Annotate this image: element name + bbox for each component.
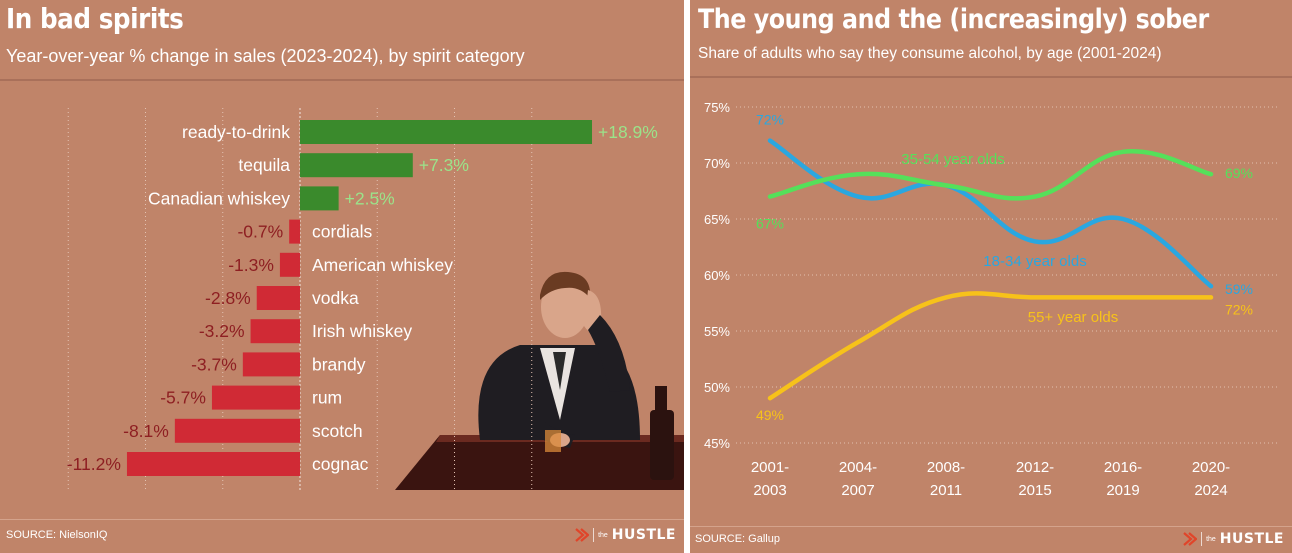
chart-subtitle: Share of adults who say they consume alc…: [698, 45, 1162, 62]
y-tick-label: 60%: [704, 268, 730, 283]
x-tick-label: 2008-: [927, 459, 965, 476]
bar: [256, 286, 300, 310]
value-label: -2.8%: [205, 288, 251, 308]
x-tick-label: 2020-: [1192, 459, 1230, 476]
y-tick-label: 75%: [704, 100, 730, 115]
drinking-man-illustration: [395, 271, 684, 490]
brand-prefix: the: [598, 531, 608, 539]
category-label: Irish whiskey: [312, 321, 412, 341]
header-divider: [0, 79, 684, 81]
y-tick-label: 65%: [704, 212, 730, 227]
category-label: cordials: [312, 222, 373, 242]
category-label: brandy: [312, 354, 366, 374]
brand-logo: the HUSTLE: [1183, 531, 1284, 547]
series-name-label: 55+ year olds: [1028, 309, 1118, 326]
x-tick-label: 2001-: [751, 459, 789, 476]
brand-name: HUSTLE: [1219, 531, 1284, 547]
brand-name: HUSTLE: [611, 527, 676, 543]
category-label: tequila: [238, 155, 290, 175]
value-label: +2.5%: [345, 188, 395, 208]
chart-title: The young and the (increasingly) sober: [698, 4, 1209, 35]
category-label: American whiskey: [312, 255, 453, 275]
source-note: SOURCE: Gallup: [695, 533, 780, 545]
value-label: -1.3%: [228, 255, 274, 275]
y-tick-label: 45%: [704, 436, 730, 451]
chart-title: In bad spirits: [6, 2, 184, 35]
end-value-label: 59%: [1225, 281, 1253, 297]
bar: [250, 319, 300, 344]
x-tick-label: 2011: [930, 482, 962, 499]
header-divider: [690, 76, 1292, 78]
x-tick-label: 2016-: [1104, 459, 1142, 476]
brand-prefix: the: [1206, 535, 1216, 543]
start-value-label: 49%: [756, 407, 784, 423]
hustle-logo-icon: [575, 528, 590, 542]
category-label: vodka: [312, 288, 359, 308]
bar: [300, 120, 593, 144]
x-tick-label: 2015: [1018, 482, 1051, 499]
category-label: Canadian whiskey: [148, 188, 290, 208]
chart-subtitle: Year-over-year % change in sales (2023-2…: [6, 46, 525, 66]
brand-separator: [1201, 532, 1203, 546]
bar: [300, 186, 339, 211]
brand-separator: [593, 528, 595, 542]
footer-divider: [0, 519, 684, 520]
value-label: -11.2%: [67, 454, 121, 474]
value-label: -3.2%: [199, 321, 245, 341]
start-value-label: 72%: [756, 112, 784, 128]
category-label: cognac: [312, 454, 369, 474]
value-label: -8.1%: [123, 421, 169, 441]
series-line: [767, 138, 1214, 289]
end-value-label: 72%: [1225, 301, 1253, 317]
series-name-label: 35-54 year olds: [901, 151, 1004, 168]
y-tick-label: 50%: [704, 380, 730, 395]
spirits-chart-panel: In bad spirits Year-over-year % change i…: [0, 0, 684, 553]
hustle-logo-icon: [1183, 532, 1198, 546]
x-tick-label: 2003: [753, 482, 786, 499]
bar: [300, 153, 413, 178]
end-value-label: 69%: [1225, 165, 1253, 181]
x-tick-label: 2012-: [1016, 459, 1054, 476]
footer-divider: [690, 526, 1292, 527]
alcohol-consumption-line-chart: 75% 70% 65% 60% 55% 50% 45% 2001- 2003 2004- 2007 2…: [704, 100, 1280, 499]
start-value-label: 67%: [756, 216, 784, 232]
x-tick-label: 2007: [841, 482, 874, 499]
x-tick-label: 2019: [1106, 482, 1139, 499]
value-label: +7.3%: [419, 155, 469, 175]
brand-logo: the HUSTLE: [575, 527, 676, 543]
x-tick-label: 2024: [1194, 482, 1227, 499]
bar: [211, 385, 300, 410]
value-label: -3.7%: [191, 354, 237, 374]
x-tick-label: 2004-: [839, 459, 877, 476]
bar: [242, 352, 300, 377]
category-label: rum: [312, 388, 342, 408]
sobriety-chart-panel: The young and the (increasingly) sober S…: [690, 0, 1292, 553]
bar: [174, 418, 300, 443]
value-label: +18.9%: [598, 122, 658, 142]
y-tick-label: 70%: [704, 156, 730, 171]
bar: [279, 252, 300, 277]
bar: [289, 219, 300, 244]
category-label: scotch: [312, 421, 363, 441]
series-line: [767, 148, 1214, 201]
series-name-label: 18-34 year olds: [983, 253, 1086, 270]
source-note: SOURCE: NielsonIQ: [6, 529, 108, 541]
spirits-bar-chart: ready-to-drink +18.9% tequila +7.3% Canadian…: [67, 108, 684, 490]
y-tick-label: 55%: [704, 324, 730, 339]
category-label: ready-to-drink: [182, 122, 290, 142]
series-line: [767, 291, 1214, 401]
value-label: -0.7%: [237, 222, 283, 242]
bar: [126, 452, 301, 476]
value-label: -5.7%: [160, 388, 206, 408]
